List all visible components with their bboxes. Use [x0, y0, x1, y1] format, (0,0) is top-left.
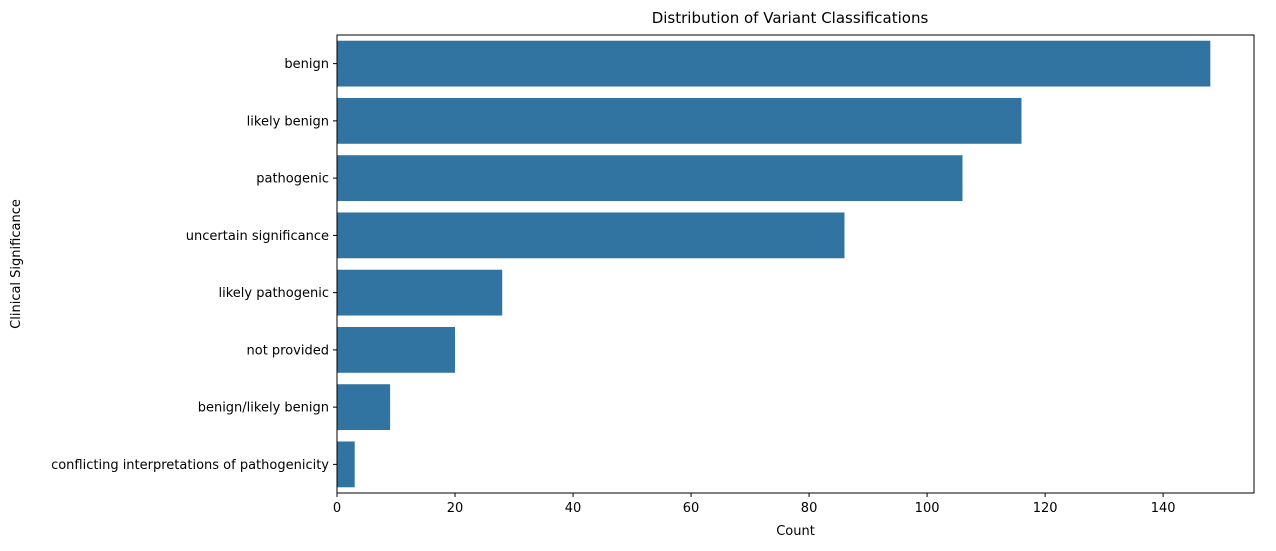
y-tick-label: pathogenic [256, 172, 329, 187]
x-tick-label: 100 [915, 501, 940, 516]
x-tick-label: 80 [801, 501, 818, 516]
bar [337, 212, 845, 259]
y-tick-label: conflicting interpretations of pathogeni… [51, 458, 329, 473]
y-tick-label: uncertain significance [186, 229, 329, 244]
y-tick-label: not provided [247, 343, 330, 358]
x-axis-ticks: 0 20 40 60 80 100 120 140 [333, 493, 1176, 516]
bar [337, 97, 1022, 144]
y-tick-label: benign/likely benign [198, 401, 329, 416]
y-tick-label: benign [284, 57, 329, 72]
y-tick-label: likely benign [247, 114, 329, 129]
y-axis-ticks: benign likely benign pathogenic uncertain s… [51, 57, 337, 473]
x-tick-label: 0 [333, 501, 341, 516]
y-tick-label: likely pathogenic [219, 286, 329, 301]
x-tick-label: 20 [447, 501, 464, 516]
y-axis-label: Clinical Significance [9, 199, 24, 329]
bar [337, 155, 963, 202]
bars-layer [337, 40, 1211, 488]
bar [337, 40, 1211, 87]
x-tick-label: 40 [565, 501, 582, 516]
bar [337, 441, 355, 488]
x-tick-label: 60 [683, 501, 700, 516]
bar [337, 384, 391, 431]
plot-frame [336, 34, 1255, 494]
x-axis-label: Count [776, 524, 815, 539]
chart-title: Distribution of Variant Classifications [652, 9, 929, 27]
bar [337, 326, 456, 373]
bar [337, 269, 503, 316]
x-tick-label: 120 [1033, 501, 1058, 516]
x-tick-label: 140 [1151, 501, 1176, 516]
